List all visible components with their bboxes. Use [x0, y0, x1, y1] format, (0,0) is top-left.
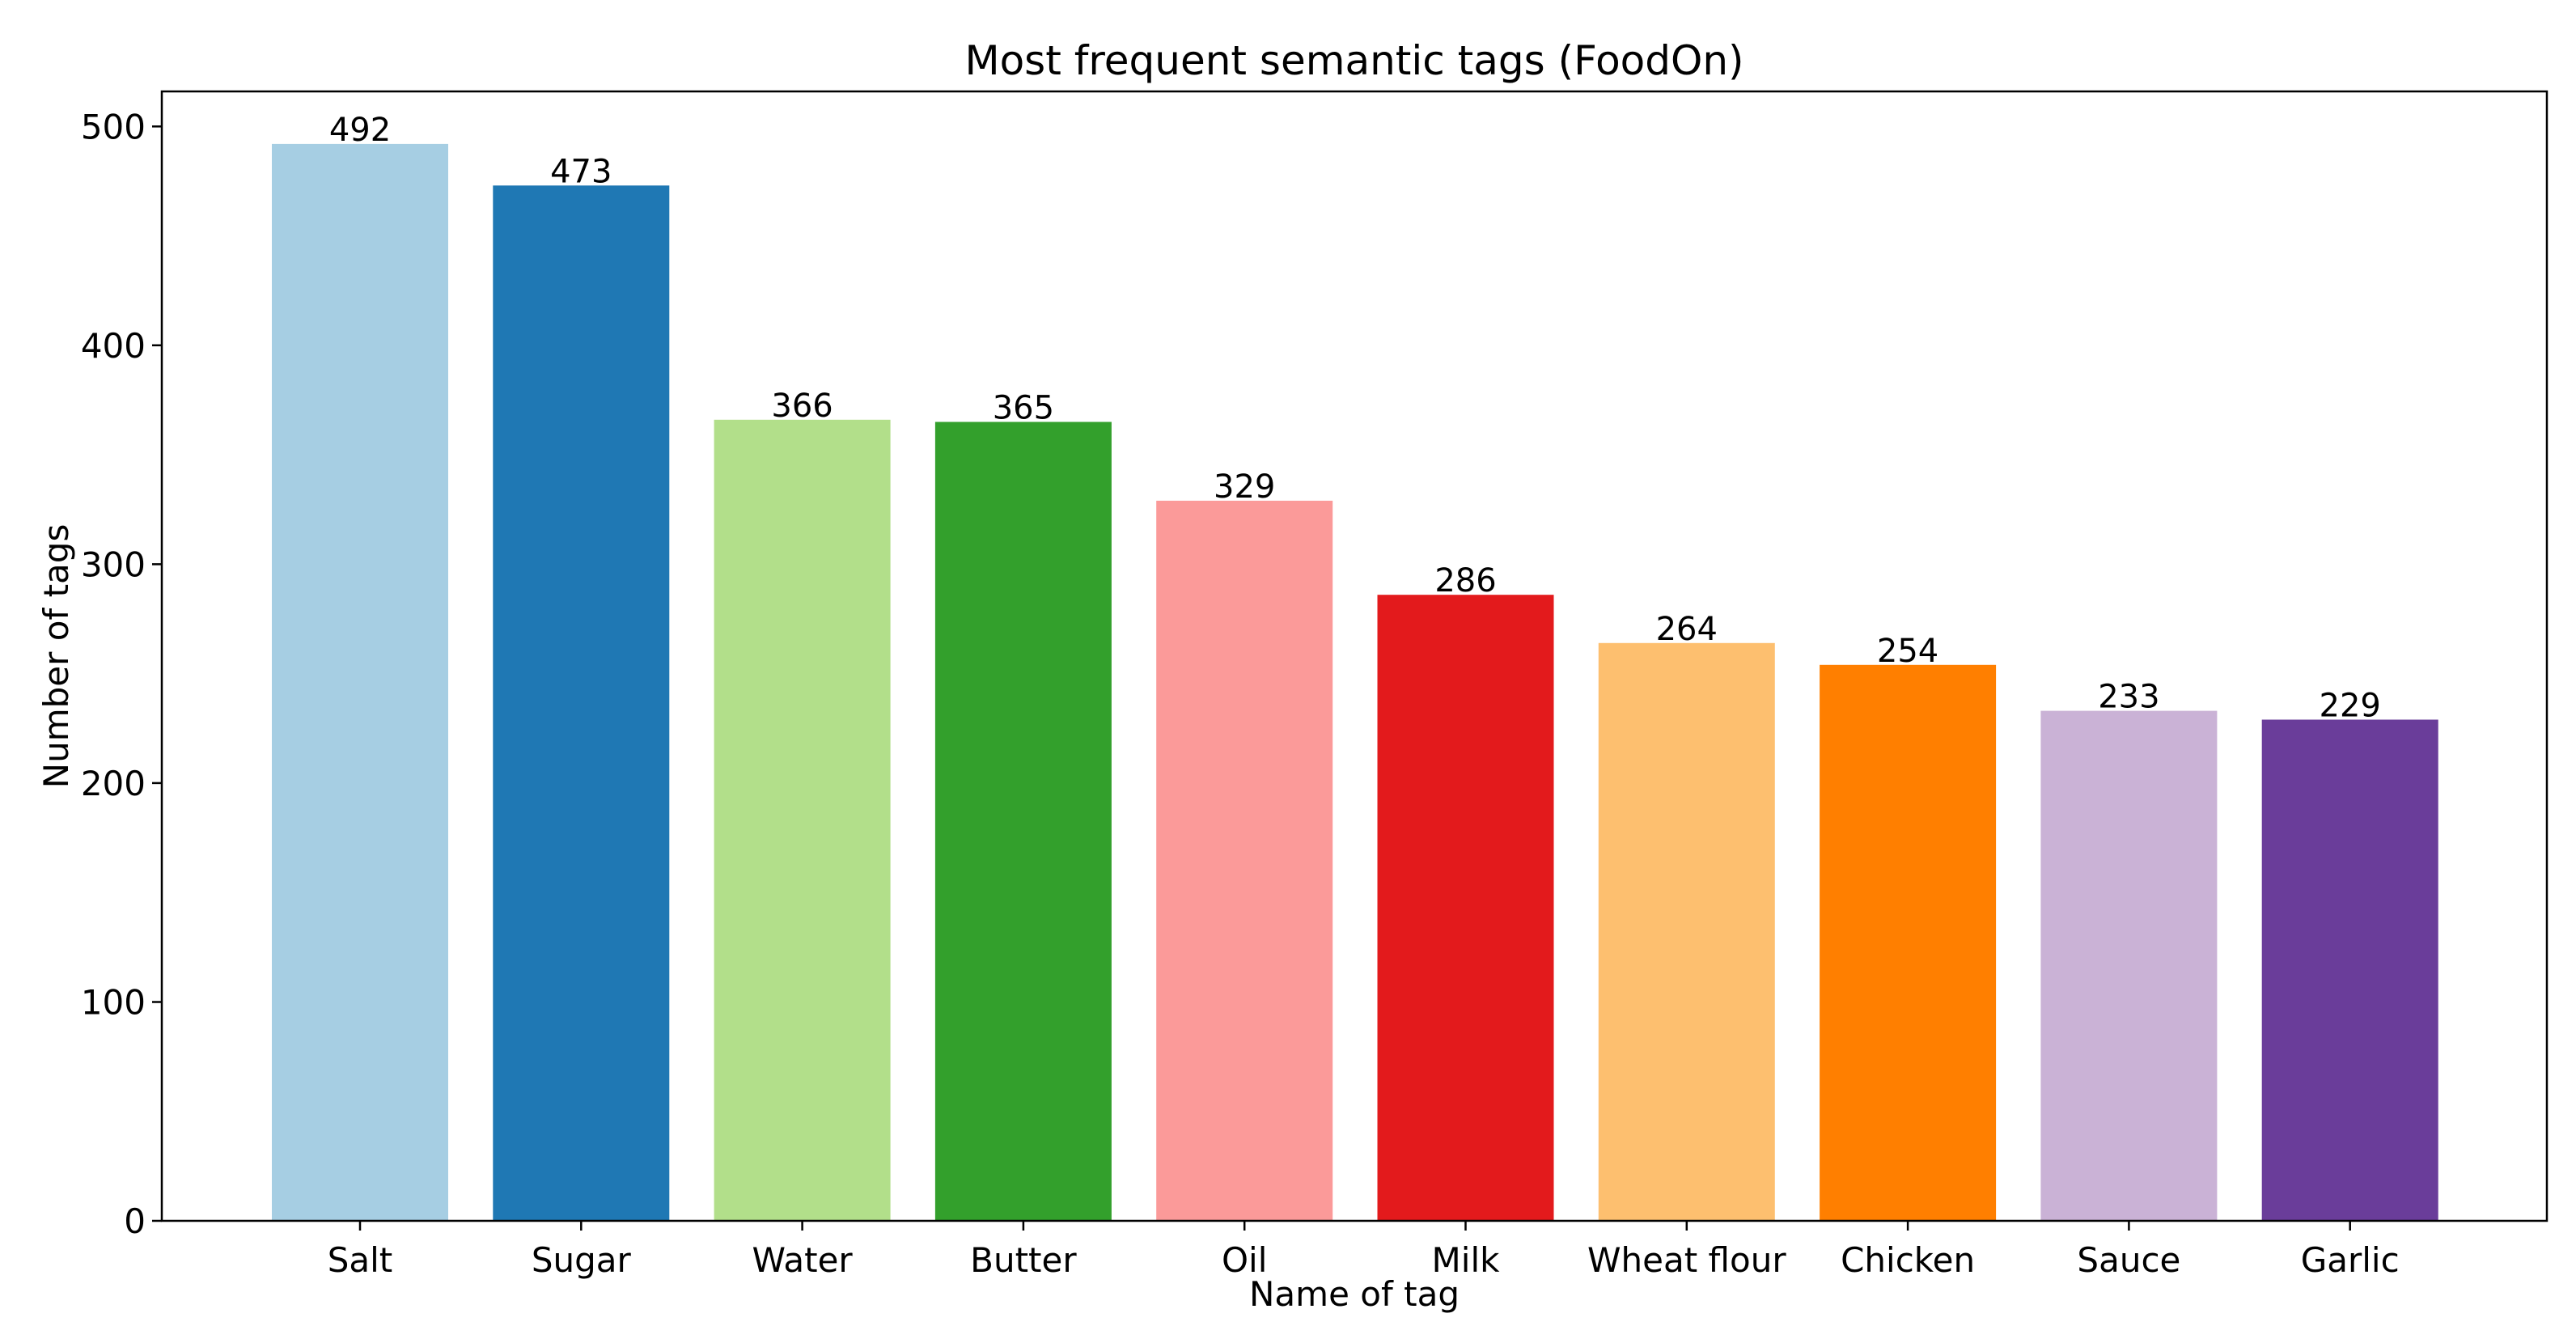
x-tick-label: Salt [328, 1240, 393, 1280]
x-tick-label: Butter [970, 1240, 1077, 1280]
bar-butter [934, 422, 1112, 1221]
bar-sugar [493, 185, 670, 1221]
x-tick-label: Water [752, 1240, 854, 1280]
data-label: 233 [2098, 679, 2159, 716]
data-label: 264 [1656, 611, 1718, 648]
x-axis: Salt Sugar Water Butter Oil Milk Wheat flour Ch… [328, 1221, 2400, 1280]
y-tick-label: 400 [81, 326, 146, 366]
bar-garlic [2261, 719, 2438, 1221]
y-tick-label: 0 [124, 1201, 146, 1241]
bars-layer [272, 143, 2438, 1221]
y-tick-label: 500 [81, 107, 146, 146]
plot-frame [160, 90, 2548, 1222]
bar-salt [272, 143, 448, 1221]
x-tick-label: Sugar [532, 1240, 632, 1280]
bar-wheat-flour [1598, 642, 1775, 1221]
data-label: 365 [993, 390, 1054, 427]
x-tick-label: Sauce [2077, 1240, 2180, 1280]
bar-chicken [1820, 664, 1997, 1221]
data-label: 329 [1214, 468, 1275, 506]
data-labels-layer: 492 473 366 365 329 286 264 254 233 229 [329, 112, 2381, 725]
y-axis: 0 100 200 300 400 500 [81, 107, 162, 1241]
x-tick-label: Oil [1222, 1240, 1267, 1280]
x-tick-label: Garlic [2301, 1240, 2400, 1280]
chart-title: Most frequent semantic tags (FoodOn) [964, 37, 1743, 84]
data-label: 254 [1877, 633, 1938, 670]
y-tick-label: 200 [81, 764, 146, 803]
bar-water [714, 419, 891, 1221]
y-axis-label: Number of tags [36, 524, 76, 789]
x-tick-label: Milk [1432, 1240, 1501, 1280]
y-tick-label: 300 [81, 544, 146, 584]
data-label: 492 [329, 112, 391, 149]
x-axis-label: Name of tag [1249, 1274, 1460, 1314]
data-label: 473 [550, 153, 612, 190]
bar-oil [1156, 500, 1333, 1221]
data-label: 229 [2320, 688, 2381, 725]
y-tick-label: 100 [81, 983, 146, 1023]
x-tick-label: Chicken [1841, 1240, 1975, 1280]
data-label: 286 [1434, 562, 1496, 599]
data-label: 366 [771, 388, 833, 425]
x-tick-label: Wheat flour [1587, 1240, 1786, 1280]
bar-milk [1377, 595, 1554, 1221]
bar-sauce [2040, 710, 2218, 1221]
